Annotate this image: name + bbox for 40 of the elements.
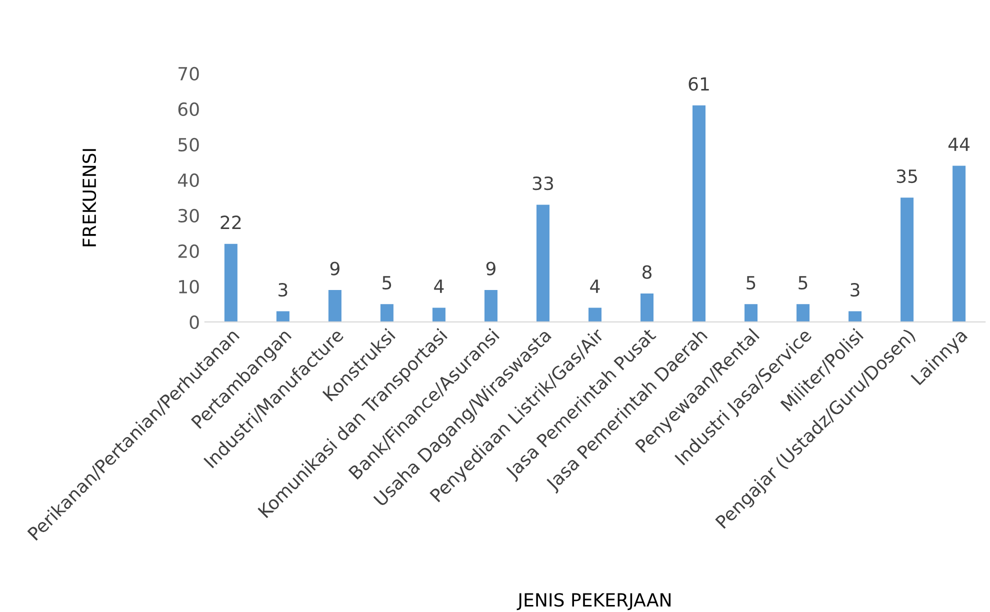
y-tick-label: 0 (190, 315, 199, 330)
data-label: 5 (382, 276, 392, 290)
bar (900, 198, 914, 322)
bar (640, 294, 654, 322)
bar (848, 311, 862, 322)
bar (796, 304, 810, 322)
bar (536, 204, 550, 322)
data-label: 61 (688, 77, 709, 91)
data-label: 5 (798, 276, 808, 290)
data-label: 9 (330, 262, 340, 276)
y-tick-label: 10 (179, 280, 199, 294)
data-label: 4 (434, 280, 444, 293)
bar (952, 166, 966, 322)
x-axis-title: JENIS PEKERJAAN (516, 593, 670, 610)
data-label: 5 (746, 276, 756, 290)
bar (588, 308, 602, 322)
y-tick-label: 50 (178, 138, 199, 152)
data-label: 3 (850, 282, 860, 297)
bar (744, 304, 758, 322)
bar (328, 290, 342, 322)
data-label: 44 (948, 138, 970, 151)
y-axis-title: FREKUENSI (82, 149, 96, 246)
data-label: 3 (278, 282, 288, 297)
data-label: 8 (642, 265, 652, 279)
y-tick-label: 60 (178, 102, 199, 116)
data-label: 35 (896, 169, 917, 184)
bar (692, 105, 706, 322)
data-label: 4 (590, 280, 600, 293)
bar (380, 304, 394, 322)
data-label: 33 (532, 176, 554, 190)
data-label: 22 (220, 216, 241, 229)
y-tick-label: 40 (178, 173, 199, 188)
bar (276, 311, 290, 322)
bar (224, 244, 238, 322)
y-tick-label: 20 (178, 244, 199, 258)
y-tick-label: 70 (178, 66, 199, 81)
bar (432, 308, 446, 322)
data-label: 9 (486, 262, 496, 276)
bar (484, 290, 498, 322)
y-tick-label: 30 (178, 208, 199, 223)
